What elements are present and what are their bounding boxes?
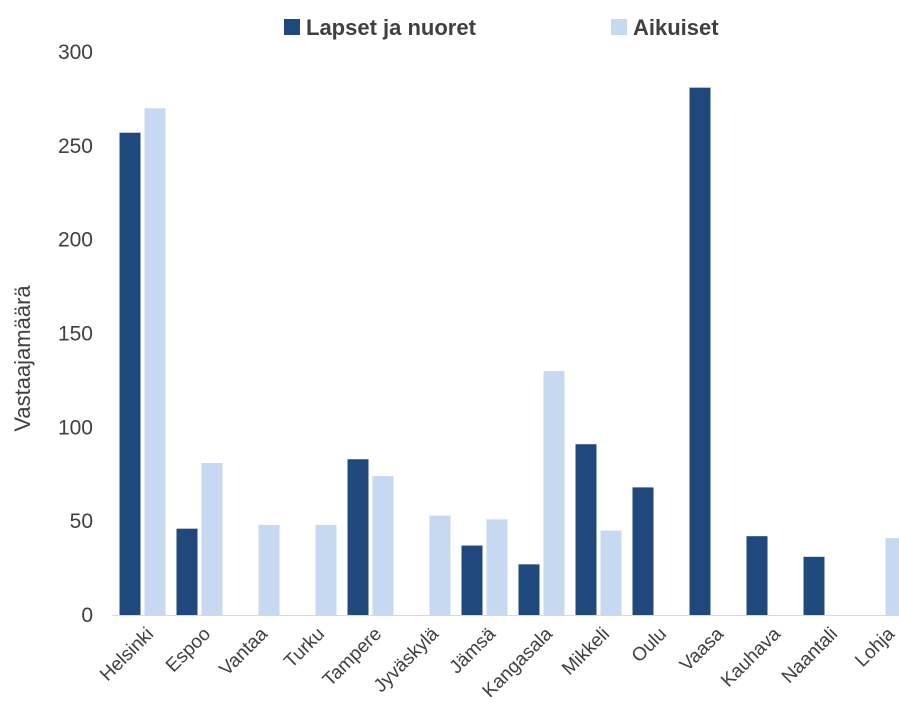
y-tick-label: 100: [58, 416, 93, 439]
x-tick-label: Lohja: [851, 623, 899, 671]
x-tick-label: Mikkeli: [558, 624, 614, 680]
bars: [119, 87, 899, 616]
x-tick-label: Oulu: [628, 624, 671, 667]
x-axis-ticks: Helsinki Espoo Vantaa TurkuTampereJyväskylä…: [96, 623, 899, 702]
x-tick-label: Jämsä: [446, 623, 501, 678]
bar-kangasala-aikuiset: [543, 371, 565, 615]
x-tick-label: Helsinki: [96, 624, 158, 686]
legend: Lapset ja nuoret Aikuiset: [284, 15, 719, 40]
y-axis-label: Vastaajamäärä: [10, 285, 35, 432]
bar-kangasala-lapset: [518, 564, 540, 615]
x-tick-label: Naantali: [778, 624, 842, 688]
bar-jämsä-aikuiset: [486, 519, 508, 615]
bar-tampere-lapset: [347, 459, 369, 615]
y-tick-label: 50: [70, 510, 93, 533]
legend-label: Lapset ja nuoret: [306, 15, 477, 40]
bar-naantali-lapset: [803, 556, 825, 615]
bar-helsinki-aikuiset: [144, 108, 166, 616]
y-tick-label: 0: [81, 604, 93, 627]
y-tick-label: 200: [58, 229, 93, 252]
x-tick-label: Vantaa: [216, 623, 273, 680]
legend-label: Aikuiset: [633, 15, 719, 40]
x-tick-label: Kauhava: [717, 623, 785, 691]
legend-swatch: [284, 19, 300, 35]
bar-vantaa-aikuiset: [258, 524, 280, 615]
bar-helsinki-lapset: [119, 132, 141, 616]
y-tick-label: 250: [58, 135, 93, 158]
bar-turku-aikuiset: [315, 524, 337, 615]
bar-espoo-aikuiset: [201, 462, 223, 615]
bar-vaasa-lapset: [689, 87, 711, 615]
bar-mikkeli-aikuiset: [600, 530, 622, 615]
x-tick-label: Espoo: [162, 624, 215, 677]
bar-espoo-lapset: [176, 528, 198, 615]
bar-lohja-aikuiset: [885, 538, 899, 615]
y-axis-ticks: 0 50 100 150 200 250 300: [58, 41, 93, 627]
x-tick-label: Turku: [280, 624, 329, 673]
y-tick-label: 300: [58, 41, 93, 64]
bar-jyväskylä-aikuiset: [429, 515, 451, 615]
bar-oulu-lapset: [632, 487, 654, 615]
bar-mikkeli-lapset: [575, 444, 597, 615]
y-tick-label: 150: [58, 323, 93, 346]
bar-kauhava-lapset: [746, 536, 768, 615]
x-tick-label: Vaasa: [676, 623, 728, 675]
bar-jämsä-lapset: [461, 545, 483, 615]
legend-swatch: [611, 19, 627, 35]
bar-tampere-aikuiset: [372, 476, 394, 615]
